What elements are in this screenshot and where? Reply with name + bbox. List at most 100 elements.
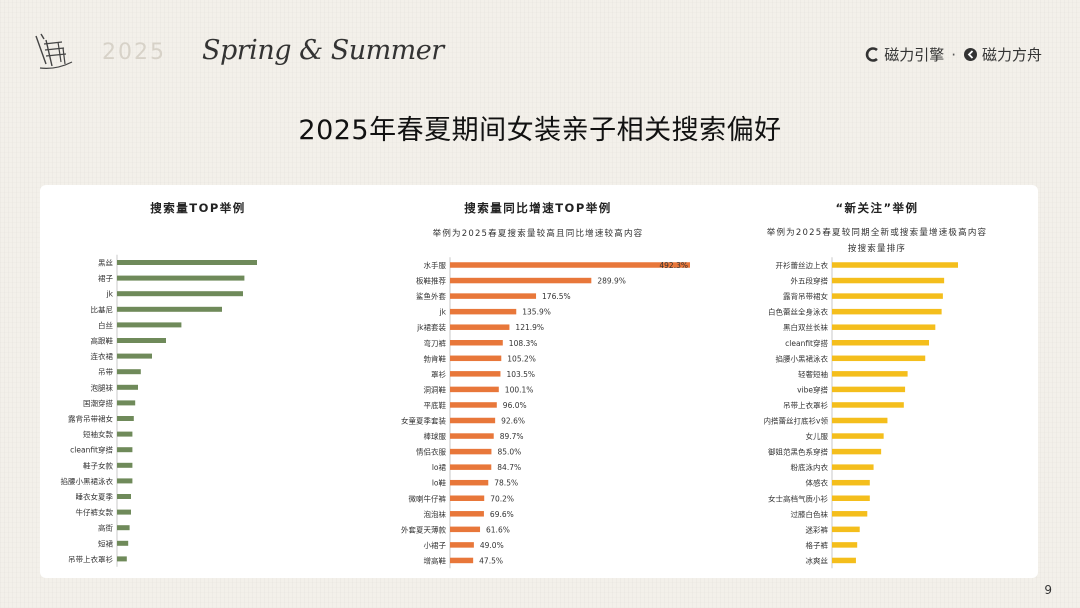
chart-bar — [450, 324, 510, 330]
chart-value-label: 103.5% — [506, 370, 535, 379]
chart-bar — [117, 369, 141, 375]
chart-value-label: 69.6% — [490, 510, 514, 519]
chart-category-label: 板鞋推荐 — [416, 276, 446, 286]
chart-category-label: 国潮穿搭 — [83, 398, 113, 408]
chart-value-label: 61.6% — [486, 525, 510, 534]
chart-bar — [450, 355, 502, 362]
chart-category-label: jk裙套装 — [416, 322, 446, 332]
chart-bar — [117, 260, 257, 265]
chart-category-label: 鞋子女款 — [83, 460, 113, 470]
chart-bar — [832, 526, 860, 533]
chart-category-label: 御姐范黑色系穿搭 — [768, 447, 828, 457]
chart-category-label: 吊带 — [98, 368, 113, 377]
chart-bar — [832, 417, 888, 424]
chart-category-label: 体感衣 — [806, 478, 829, 488]
chart-category-label: 情侣衣服 — [416, 447, 446, 457]
chart-bar — [832, 511, 868, 517]
chart-category-label: 水手服 — [424, 260, 447, 270]
chart-value-label: 108.3% — [509, 339, 538, 348]
chart-bar — [450, 433, 494, 439]
chart-category-label: 黑白双丝长袜 — [783, 322, 828, 332]
chart-bar — [832, 262, 958, 268]
chart-category-label: 女童夏季套装 — [401, 416, 446, 426]
chart-bar — [832, 542, 858, 548]
chart-category-label: 泡腿袜 — [91, 382, 114, 392]
season-title: Spring & Summer — [202, 35, 444, 66]
page-title: 2025年春夏期间女装亲子相关搜索偏好 — [298, 115, 782, 146]
chart-bar — [832, 355, 926, 362]
season-year-watermark: 2025 — [102, 40, 166, 65]
chart-bar — [117, 416, 134, 421]
chart-value-label: 105.2% — [507, 354, 536, 363]
chart-bar — [832, 402, 904, 408]
chart-bar — [450, 293, 537, 299]
chart-bar — [832, 277, 945, 284]
chart-category-label: 短袖女款 — [83, 429, 113, 439]
chart-bar — [832, 479, 870, 486]
chart-category-label: 微喇牛仔裤 — [409, 493, 447, 503]
chart-category-label: 白色蕾丝全身泳衣 — [768, 307, 828, 317]
chart-subtitle: 举例为2025春夏搜索量较高且同比增速较高内容 — [433, 228, 644, 239]
chart-category-label: 泡泡袜 — [424, 509, 447, 519]
chart-bar — [450, 371, 501, 377]
magnetic-engine-icon — [865, 47, 880, 62]
chart-bar — [832, 495, 870, 501]
chart-bar — [450, 495, 485, 501]
chart-bar — [832, 308, 942, 315]
chart-bar — [832, 448, 882, 455]
chart-category-label: 睡衣女夏季 — [76, 492, 114, 502]
chart-value-label: 47.5% — [479, 556, 503, 565]
chart-bar — [832, 371, 908, 377]
chart-category-label: 露背吊带裙女 — [783, 291, 828, 301]
chart-bar — [450, 340, 503, 346]
charts-panel — [40, 185, 1038, 578]
chart-bar — [117, 540, 129, 546]
chart-category-label: 掐腰小黑裙泳衣 — [776, 353, 829, 363]
chart-category-label: 外套夏天薄款 — [401, 524, 446, 534]
chart-category-label: 短裙 — [98, 538, 113, 548]
brand-separator: · — [951, 45, 956, 64]
chart-category-label: 洞洞鞋 — [424, 384, 447, 394]
magnetic-ark-icon — [963, 47, 978, 62]
chart-category-label: 比基尼 — [91, 304, 114, 314]
chart-value-label: 89.7% — [500, 432, 524, 441]
chart-bar — [117, 400, 136, 406]
chart-bar — [832, 557, 856, 564]
chart-category-label: lo裙 — [432, 462, 447, 472]
chart-bar — [832, 340, 930, 346]
brand-ark-name: 磁力方舟 — [981, 46, 1042, 64]
chart-bar — [832, 386, 906, 393]
chart-value-label: 96.0% — [503, 401, 527, 410]
chart-category-label: 牛仔裤女款 — [76, 507, 114, 517]
chart-category-label: vibe穿搭 — [797, 384, 828, 394]
chart-value-label: 85.0% — [497, 448, 521, 457]
chart-bar — [117, 462, 133, 468]
chart-bar — [117, 291, 243, 297]
chart-subtitle: 举例为2025春夏较同期全新或搜索量增速极高内容 — [767, 227, 987, 238]
chart-category-label: jk — [106, 290, 114, 299]
chart-category-label: 黑丝 — [98, 258, 113, 268]
chart-bar — [117, 525, 130, 531]
chart-category-label: 粉底泳内衣 — [791, 462, 829, 472]
chart-value-label: 78.5% — [494, 479, 518, 488]
chart-bar — [832, 293, 943, 299]
chart-category-label: 勃肯鞋 — [424, 353, 447, 363]
chart-bar — [117, 275, 245, 281]
chart-bar — [117, 509, 131, 515]
chart-title: “新关注”举例 — [835, 201, 918, 215]
chart-category-label: 高街 — [98, 523, 113, 533]
chart-category-label: 内搭蕾丝打底衫v领 — [764, 416, 829, 426]
chart-bar — [117, 447, 133, 453]
chart-category-label: jk — [439, 308, 447, 317]
chart-category-label: 冰爽丝 — [806, 555, 829, 565]
chart-bar — [832, 324, 936, 330]
chart-category-label: 增高鞋 — [424, 555, 447, 565]
chart-bar — [832, 464, 874, 470]
chart-bar — [450, 262, 690, 268]
chart-category-label: 白丝 — [98, 320, 113, 330]
chart-bar — [117, 431, 133, 437]
chart-value-label: 100.1% — [505, 385, 534, 394]
chart-category-label: 平底鞋 — [424, 400, 447, 410]
chart-value-label: 135.9% — [522, 308, 551, 317]
